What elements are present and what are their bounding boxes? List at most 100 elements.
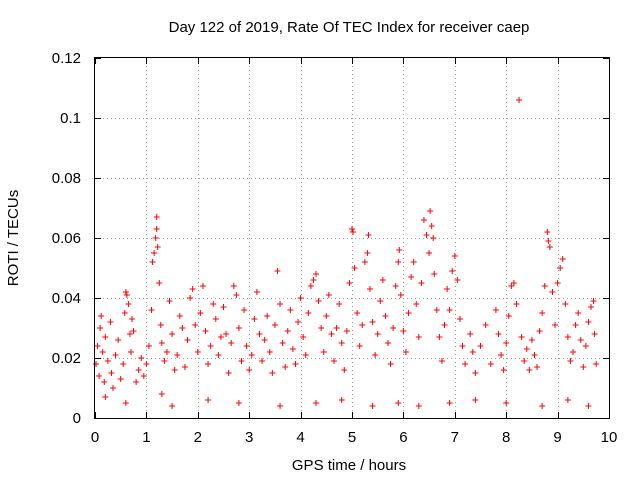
y-tick-label: 0 — [73, 410, 81, 427]
data-point — [365, 232, 372, 238]
data-point — [210, 301, 217, 307]
data-point — [518, 334, 525, 340]
data-point — [194, 349, 201, 355]
data-point — [125, 301, 132, 307]
data-point — [546, 244, 553, 250]
data-point — [572, 322, 579, 328]
data-point — [534, 364, 541, 370]
data-point — [251, 316, 258, 322]
data-point — [271, 322, 278, 328]
data-point — [246, 367, 253, 373]
data-point — [588, 304, 595, 310]
data-point — [148, 307, 155, 313]
data-point — [169, 331, 176, 337]
data-point — [202, 328, 209, 334]
x-tick-label: 9 — [553, 429, 561, 446]
data-point — [104, 358, 111, 364]
data-point — [96, 373, 103, 379]
data-point — [377, 298, 384, 304]
x-tick-label: 2 — [194, 429, 202, 446]
data-point — [552, 322, 559, 328]
x-tick-label: 6 — [399, 429, 407, 446]
data-point — [153, 226, 160, 232]
data-point — [436, 334, 443, 340]
data-point — [320, 349, 327, 355]
data-point — [516, 97, 523, 103]
data-point — [101, 379, 108, 385]
data-point — [241, 307, 248, 313]
data-point — [154, 244, 161, 250]
data-point — [248, 352, 255, 358]
data-point — [153, 214, 160, 220]
data-point — [328, 331, 335, 337]
data-point — [161, 358, 168, 364]
data-point — [418, 280, 425, 286]
data-point — [384, 340, 391, 346]
data-point — [456, 316, 463, 322]
data-point — [230, 283, 237, 289]
data-point — [454, 277, 461, 283]
data-point — [121, 310, 128, 316]
data-point — [539, 310, 546, 316]
data-point — [449, 268, 456, 274]
data-point — [122, 400, 129, 406]
data-point — [554, 280, 561, 286]
grid-lines — [95, 58, 609, 418]
data-point — [577, 337, 584, 343]
data-point — [225, 370, 232, 376]
y-tick-label: 0.06 — [52, 230, 81, 247]
data-point — [350, 229, 357, 235]
data-point — [544, 229, 551, 235]
data-point — [97, 325, 104, 331]
data-point — [531, 352, 538, 358]
data-point — [364, 250, 371, 256]
data-point — [492, 307, 499, 313]
data-point — [482, 322, 489, 328]
data-point — [575, 310, 582, 316]
data-point — [400, 328, 407, 334]
y-tick-label: 0.02 — [52, 350, 81, 367]
data-point — [570, 349, 577, 355]
data-point — [287, 307, 294, 313]
data-point — [462, 361, 469, 367]
data-point — [477, 343, 484, 349]
data-point — [567, 358, 574, 364]
data-point — [169, 403, 176, 409]
data-point — [356, 343, 363, 349]
data-point — [98, 313, 105, 319]
data-point — [559, 256, 566, 262]
data-point — [585, 319, 592, 325]
data-point — [396, 247, 403, 253]
data-point — [140, 373, 147, 379]
data-point — [138, 355, 145, 361]
x-tick-label: 0 — [91, 429, 99, 446]
data-point — [402, 349, 409, 355]
data-point — [323, 313, 330, 319]
data-point — [310, 277, 317, 283]
data-point — [446, 307, 453, 313]
data-point — [395, 400, 402, 406]
data-point — [333, 325, 340, 331]
data-point — [152, 235, 159, 241]
data-point — [217, 334, 224, 340]
data-point — [264, 313, 271, 319]
data-point — [372, 352, 379, 358]
data-point — [585, 403, 592, 409]
data-point — [341, 367, 348, 373]
x-tick-label: 1 — [142, 429, 150, 446]
data-point — [212, 316, 219, 322]
data-point — [189, 286, 196, 292]
data-point — [94, 343, 101, 349]
data-point — [149, 259, 156, 265]
data-point — [135, 367, 142, 373]
data-point — [562, 301, 569, 307]
data-point — [126, 331, 133, 337]
data-point — [307, 283, 314, 289]
data-point — [521, 358, 528, 364]
data-point — [338, 340, 345, 346]
data-point — [369, 319, 376, 325]
chart-title: Day 122 of 2019, Rate Of TEC Index for r… — [169, 19, 530, 36]
data-point — [109, 385, 116, 391]
data-point — [508, 283, 515, 289]
data-point — [158, 391, 165, 397]
